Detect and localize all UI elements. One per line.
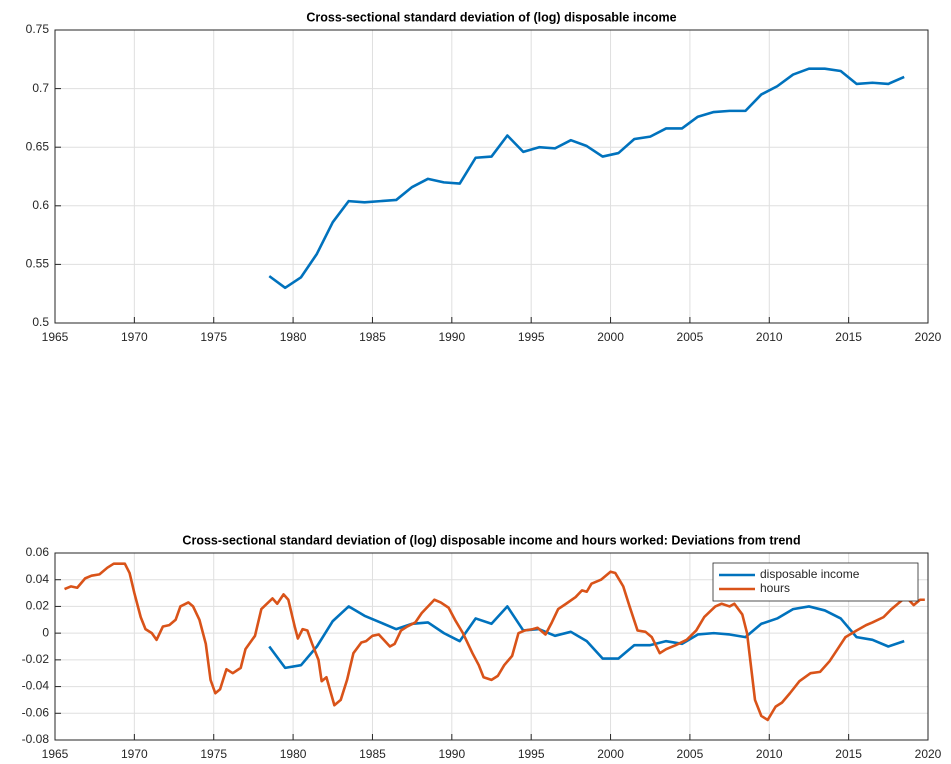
x-tick-label: 1985 bbox=[359, 330, 386, 344]
y-tick-label: 0.02 bbox=[26, 599, 50, 613]
x-tick-label: 1975 bbox=[200, 330, 227, 344]
x-tick-label: 2020 bbox=[915, 330, 942, 344]
y-tick-label: 0.55 bbox=[26, 257, 50, 271]
y-tick-label: 0.75 bbox=[26, 22, 50, 36]
y-tick-label: -0.02 bbox=[22, 652, 50, 666]
plot-area bbox=[55, 30, 928, 323]
y-tick-label: 0.65 bbox=[26, 139, 50, 153]
y-tick-label: 0 bbox=[42, 625, 49, 639]
x-tick-label: 2000 bbox=[597, 330, 624, 344]
x-tick-label: 2010 bbox=[756, 747, 783, 761]
data-line bbox=[268, 605, 905, 670]
y-tick-label: 0.6 bbox=[32, 198, 49, 212]
x-tick-label: 1995 bbox=[518, 747, 545, 761]
data-line bbox=[268, 67, 905, 290]
axes-box bbox=[54, 552, 929, 741]
x-tick-label: 1970 bbox=[121, 330, 148, 344]
x-tick-label: 1965 bbox=[42, 330, 69, 344]
x-tick-label: 1980 bbox=[280, 330, 307, 344]
data-line bbox=[64, 562, 925, 722]
x-tick-label: 2000 bbox=[597, 747, 624, 761]
x-tick-label: 2020 bbox=[915, 747, 942, 761]
x-tick-label: 2010 bbox=[756, 330, 783, 344]
y-tick-label: -0.06 bbox=[22, 705, 50, 719]
x-tick-label: 1980 bbox=[280, 747, 307, 761]
axes: 1965 1970 1975 1980 1985 1990 1995 2000 2005 2010… bbox=[26, 10, 942, 344]
x-tick-label: 1965 bbox=[42, 747, 69, 761]
x-tick-label: 1990 bbox=[438, 747, 465, 761]
x-tick-label: 2015 bbox=[835, 330, 862, 344]
legend-label: disposable income bbox=[760, 567, 860, 581]
y-tick-label: 0.7 bbox=[32, 81, 49, 95]
x-tick-label: 1985 bbox=[359, 747, 386, 761]
x-tick-label: 1990 bbox=[438, 330, 465, 344]
x-tick-label: 2015 bbox=[835, 747, 862, 761]
axes-box bbox=[54, 29, 929, 324]
legend-label: hours bbox=[760, 581, 790, 595]
chart-title: Cross-sectional standard deviation of (l… bbox=[306, 10, 676, 24]
x-tick-label: 1975 bbox=[200, 747, 227, 761]
axes: 1965 1970 1975 1980 1985 1990 1995 2000 2005 2010… bbox=[22, 533, 942, 761]
x-tick-label: 1970 bbox=[121, 747, 148, 761]
y-tick-label: -0.08 bbox=[22, 732, 50, 746]
y-tick-label: 0.5 bbox=[32, 315, 49, 329]
x-tick-label: 2005 bbox=[677, 330, 704, 344]
y-tick-label: -0.04 bbox=[22, 679, 50, 693]
chart-title: Cross-sectional standard deviation of (l… bbox=[182, 533, 800, 547]
legend-box bbox=[712, 562, 919, 602]
x-tick-label: 1995 bbox=[518, 330, 545, 344]
x-tick-label: 2005 bbox=[677, 747, 704, 761]
y-tick-label: 0.06 bbox=[26, 545, 50, 559]
y-tick-label: 0.04 bbox=[26, 572, 50, 586]
